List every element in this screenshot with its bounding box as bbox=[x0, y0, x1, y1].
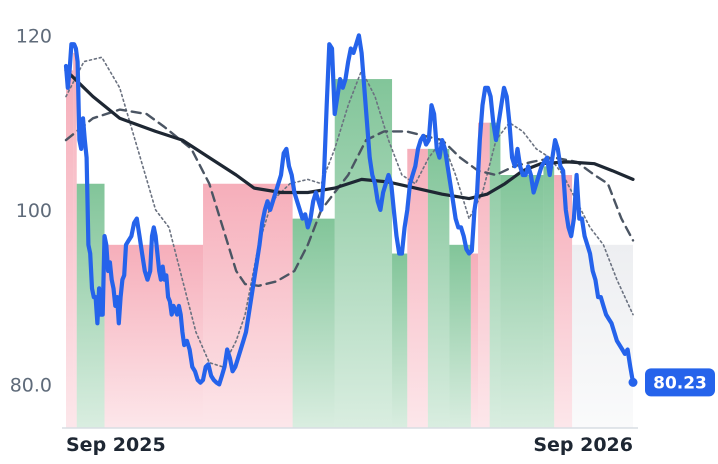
region-up-15 bbox=[543, 166, 555, 429]
region-down-16 bbox=[554, 175, 573, 428]
region-down-4 bbox=[203, 183, 293, 428]
region-up-10 bbox=[449, 244, 471, 428]
region-down-8 bbox=[407, 148, 428, 428]
region-down-11 bbox=[470, 253, 479, 428]
shaded-regions bbox=[66, 52, 633, 429]
region-down-12 bbox=[478, 122, 490, 429]
x-tick-label: Sep 2026 bbox=[533, 434, 633, 456]
region-up-7 bbox=[392, 253, 408, 428]
last-value-badge bbox=[645, 368, 715, 397]
region-up-6 bbox=[334, 79, 393, 428]
last-value-dot bbox=[628, 377, 638, 387]
y-axis-ticks: 80.0 100 120 bbox=[10, 25, 52, 396]
region-up-13 bbox=[489, 122, 501, 429]
series-lines bbox=[63, 33, 636, 387]
region-up-14 bbox=[500, 175, 544, 428]
region-down-1 bbox=[73, 52, 77, 428]
series-line-price bbox=[63, 33, 636, 387]
x-axis-ticks: Sep 2025 Sep 2026 bbox=[66, 434, 633, 456]
region-up-5 bbox=[292, 218, 335, 428]
region-neutral-17 bbox=[572, 244, 633, 428]
y-tick-label: 120 bbox=[16, 25, 52, 47]
region-down-3 bbox=[104, 244, 204, 428]
y-tick-label: 80.0 bbox=[10, 374, 52, 396]
last-value-label: 80.23 bbox=[653, 373, 707, 393]
y-tick-label: 100 bbox=[16, 200, 52, 222]
region-up-9 bbox=[427, 148, 450, 428]
last-value-marker: 80.23 bbox=[628, 368, 715, 397]
region-down-0 bbox=[66, 70, 74, 428]
x-tick-label: Sep 2025 bbox=[66, 434, 166, 456]
